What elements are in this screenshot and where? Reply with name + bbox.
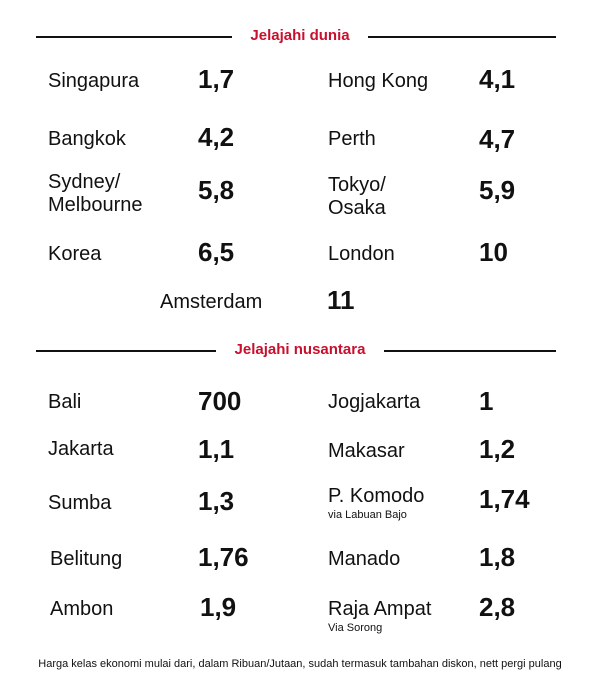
destination-price: 4,1 [479, 64, 516, 94]
destination-name: Tokyo/ Osaka [328, 174, 386, 220]
destination-price: 4,2 [198, 122, 235, 152]
destination-name: Singapura [48, 70, 140, 92]
destination-price: 1 [479, 386, 494, 416]
destination-name-main: Raja Ampat [328, 598, 432, 620]
destination-name: Makasar [328, 440, 405, 462]
footnote: Harga kelas ekonomi mulai dari, dalam Ri… [38, 658, 562, 670]
destination-name: Hong Kong [328, 70, 429, 92]
destination-name: Belitung [50, 548, 123, 570]
destination-name: Ambon [50, 598, 114, 620]
section-divider-right [384, 350, 556, 352]
destination-price: 11 [327, 285, 355, 315]
destination-name: Bali [48, 391, 82, 413]
destination-name: Bangkok [48, 128, 126, 150]
destination-name: Jogjakarta [328, 391, 421, 413]
destination-price: 700 [198, 386, 242, 416]
destination-name-line2: Melbourne [48, 194, 143, 216]
destination-price: 1,9 [200, 592, 237, 622]
destination-name-main: P. Komodo [328, 485, 425, 507]
destination-via-note: Via Sorong [328, 622, 383, 634]
destination-name-line1: Sydney/ [48, 171, 121, 193]
destination-name: London [328, 243, 395, 265]
destination-name-line1: Tokyo/ [328, 174, 386, 196]
destination-price: 1,74 [479, 484, 530, 514]
destination-name: Perth [328, 128, 376, 150]
destination-price: 10 [479, 237, 508, 267]
destination-via-note: via Labuan Bajo [328, 509, 407, 521]
destination-name: Jakarta [48, 438, 114, 460]
destination-name: Sumba [48, 492, 112, 514]
destination-price: 1,1 [198, 434, 235, 464]
destination-price: 5,9 [479, 175, 516, 205]
destination-price: 1,7 [198, 64, 235, 94]
destination-name-line2: Osaka [328, 197, 386, 219]
destination-price: 1,3 [198, 486, 235, 516]
destination-name: Korea [48, 243, 102, 265]
section-title-nusantara: Jelajahi nusantara [234, 341, 366, 358]
destination-price: 5,8 [198, 175, 235, 205]
section-divider-right [368, 36, 556, 38]
destination-name: Manado [328, 548, 401, 570]
destination-price: 4,7 [479, 124, 516, 154]
destination-price: 6,5 [198, 237, 235, 267]
destination-name: Raja Ampat Via Sorong [328, 598, 431, 635]
destination-name: P. Komodo via Labuan Bajo [328, 485, 424, 522]
destination-name: Amsterdam [160, 291, 263, 313]
destination-price: 1,76 [198, 542, 249, 572]
destination-price: 2,8 [479, 592, 516, 622]
section-divider-left [36, 350, 216, 352]
section-title-world: Jelajahi dunia [250, 27, 350, 44]
destination-price: 1,8 [479, 542, 516, 572]
destination-price: 1,2 [479, 434, 516, 464]
destination-name: Sydney/ Melbourne [48, 171, 143, 217]
section-divider-left [36, 36, 232, 38]
